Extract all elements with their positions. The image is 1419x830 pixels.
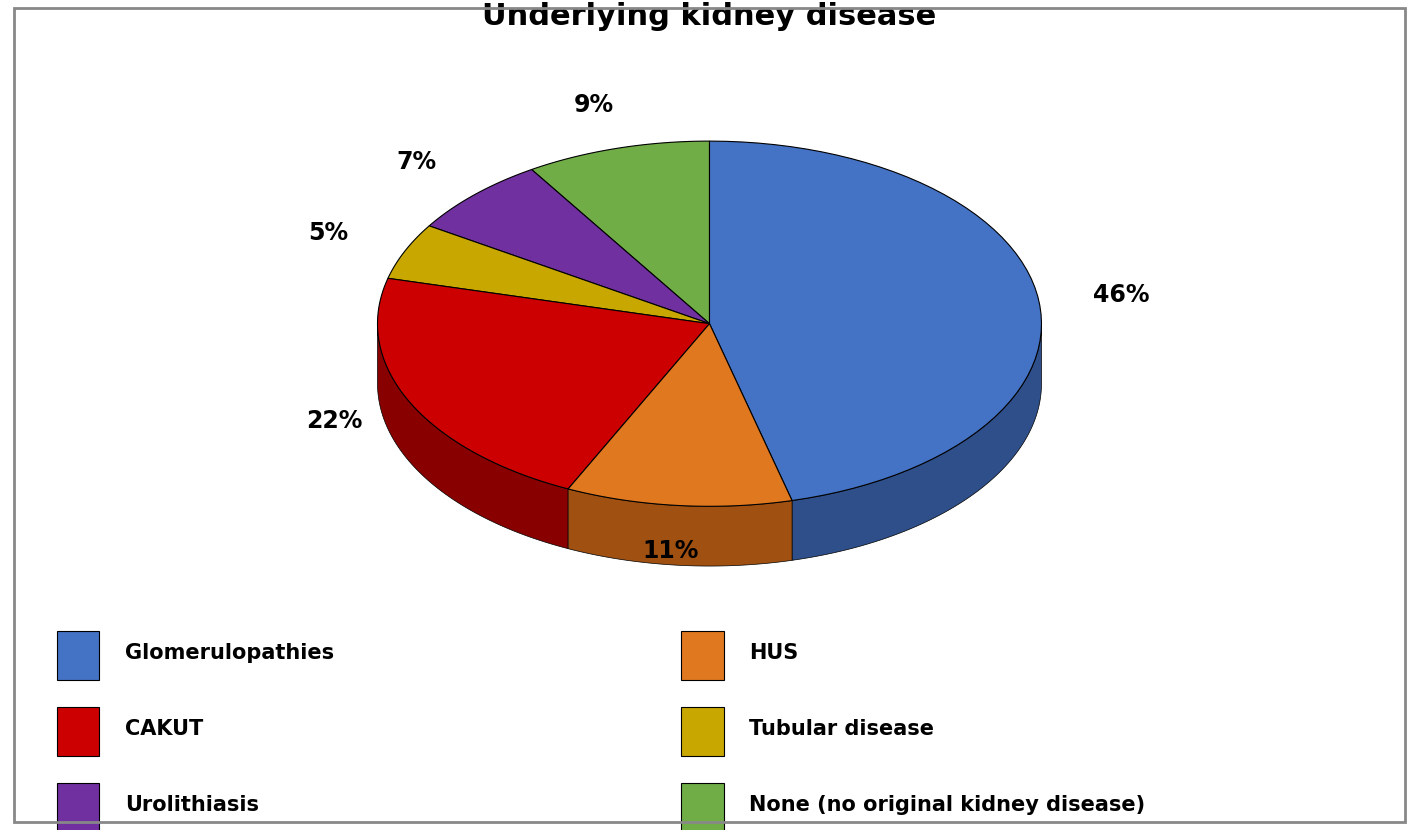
Polygon shape: [532, 141, 710, 324]
Polygon shape: [710, 141, 1042, 500]
FancyBboxPatch shape: [681, 706, 724, 756]
Text: None (no original kidney disease): None (no original kidney disease): [749, 795, 1145, 815]
Text: 46%: 46%: [1093, 283, 1149, 307]
Text: CAKUT: CAKUT: [125, 719, 203, 740]
Text: Glomerulopathies: Glomerulopathies: [125, 643, 333, 663]
Polygon shape: [377, 325, 568, 549]
FancyBboxPatch shape: [57, 631, 99, 680]
Text: HUS: HUS: [749, 643, 799, 663]
Text: 7%: 7%: [396, 150, 436, 174]
Polygon shape: [387, 226, 710, 324]
Text: 9%: 9%: [573, 92, 614, 116]
Polygon shape: [429, 169, 710, 324]
FancyBboxPatch shape: [681, 631, 724, 680]
FancyBboxPatch shape: [57, 783, 99, 830]
Polygon shape: [792, 325, 1042, 560]
Text: Tubular disease: Tubular disease: [749, 719, 934, 740]
Text: Urolithiasis: Urolithiasis: [125, 795, 258, 815]
FancyBboxPatch shape: [681, 783, 724, 830]
Polygon shape: [568, 324, 792, 506]
Text: 22%: 22%: [307, 409, 362, 433]
Title: Underlying kidney disease: Underlying kidney disease: [482, 2, 937, 31]
Polygon shape: [568, 489, 792, 566]
FancyBboxPatch shape: [57, 706, 99, 756]
Text: 11%: 11%: [643, 539, 698, 563]
Text: 5%: 5%: [308, 221, 349, 245]
Polygon shape: [377, 278, 710, 489]
